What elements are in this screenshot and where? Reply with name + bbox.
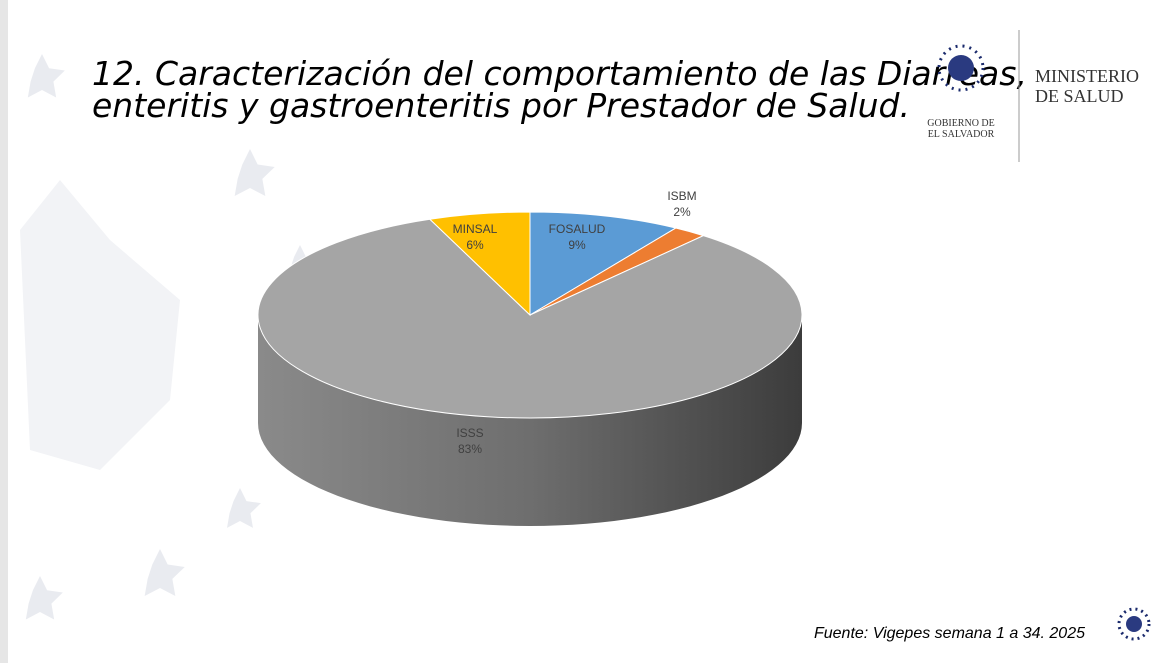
source-note: Fuente: Vigepes semana 1 a 34. 2025 [814,625,1085,642]
logo-text: GOBIERNO DE [927,118,995,129]
pie-slice [529,211,678,316]
slice-category: MINSAL [453,222,498,236]
title-line: enteritis y gastroenteritis por Prestado… [92,86,910,125]
logo-text: MINISTERIO [1035,66,1139,86]
slice-side [258,315,802,526]
footer-logo [1117,607,1151,641]
logo-text: EL SALVADOR [928,129,995,140]
logo: GOBIERNO DE EL SALVADOR MINISTERIO DE SA… [927,30,1139,162]
pie-chart: FOSALUD 9% ISBM 2% ISSS 83% MINSAL 6% [257,189,803,526]
side-bar [0,0,8,663]
slice-category: FOSALUD [549,222,606,236]
pie-slice [428,211,531,317]
slice-category: ISSS [456,426,483,440]
slice-value-label: 2% [673,205,691,219]
logo-text: DE SALUD [1035,86,1124,106]
slice-category: ISBM [667,189,696,203]
slice-value-label: 9% [568,238,586,252]
slice-value-label: 83% [458,442,482,456]
pie-slice [257,218,803,419]
slice-value-label: 6% [466,238,484,252]
title-line: 12. Caracterización del comportamiento d… [92,54,1027,93]
background-emblem [20,180,180,470]
